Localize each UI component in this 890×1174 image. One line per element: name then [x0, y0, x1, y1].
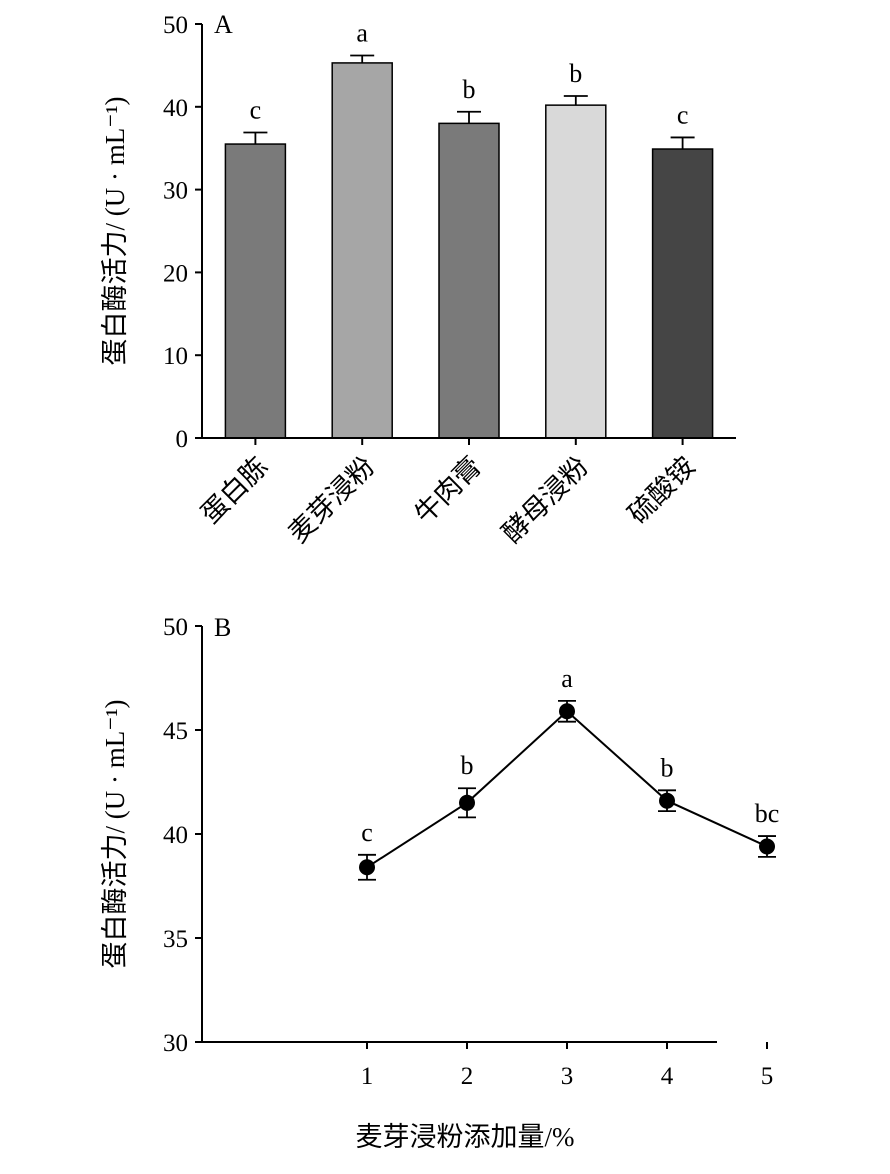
- chart-a-y-tick-label: 40: [163, 95, 188, 122]
- chart-a-category-label: 牛肉膏: [409, 451, 487, 529]
- chart-b-y-axis-label: 蛋白酶活力/ (U · mL⁻¹): [100, 699, 130, 968]
- chart-a: A c a b b c 0 10 20 30 40 50 蛋白胨 麦芽浸粉 牛肉膏 酵母浸粉 硫酸铵 蛋白…: [100, 10, 736, 549]
- chart-b-y-tick-label: 50: [163, 614, 188, 641]
- chart-a-x-ticks: 蛋白胨 麦芽浸粉 牛肉膏 酵母浸粉 硫酸铵: [195, 438, 701, 549]
- panel-label-b: B: [214, 613, 231, 642]
- chart-b-x-tick-label: 3: [561, 1063, 574, 1090]
- chart-b-significance-label: b: [661, 753, 674, 782]
- chart-a-significance-label: c: [250, 95, 262, 124]
- chart-a-y-tick-label: 20: [163, 260, 188, 287]
- chart-b-y-ticks: 30 35 40 45 50: [163, 614, 202, 1057]
- panel-label-a: A: [214, 10, 233, 39]
- chart-a-bar: [331, 62, 393, 439]
- chart-b-significance-label: a: [561, 664, 573, 693]
- chart-a-bar: [545, 104, 607, 439]
- chart-b-data-point: [759, 838, 775, 855]
- chart-b-x-axis-label: 麦芽浸粉添加量/%: [356, 1122, 575, 1152]
- chart-b-y-tick-label: 30: [163, 1030, 188, 1057]
- chart-b-y-tick-label: 40: [163, 822, 188, 849]
- chart-b-data-point: [559, 703, 575, 720]
- chart-b-x-tick-label: 4: [661, 1063, 674, 1090]
- chart-b-y-tick-label: 35: [163, 926, 188, 953]
- chart-a-bar: [224, 143, 287, 439]
- chart-b-data-point: [459, 794, 475, 811]
- chart-a-significance-label: c: [677, 100, 689, 129]
- chart-a-y-tick-label: 50: [163, 12, 188, 39]
- chart-b-x-tick-label: 2: [461, 1063, 474, 1090]
- chart-b-series-line: [366, 709, 768, 869]
- chart-b-x-tick-label: 1: [361, 1063, 374, 1090]
- chart-b-data-point: [659, 792, 675, 809]
- chart-a-y-tick-label: 30: [163, 178, 188, 205]
- chart-a-significance-label: a: [356, 18, 368, 47]
- chart-b-points: [359, 703, 775, 876]
- chart-b-significance-labels: c b a b bc: [361, 664, 779, 847]
- chart-b-significance-label: bc: [755, 799, 780, 828]
- chart-a-bar: [438, 122, 500, 439]
- chart-b-x-tick-label: 5: [761, 1063, 774, 1090]
- chart-a-y-tick-label: 10: [163, 343, 188, 370]
- chart-a-significance-label: b: [569, 59, 582, 88]
- chart-a-y-ticks: 0 10 20 30 40 50: [163, 12, 202, 453]
- chart-a-category-label: 麦芽浸粉: [283, 451, 381, 549]
- chart-b-y-tick-label: 45: [163, 718, 188, 745]
- chart-a-category-label: 酵母浸粉: [496, 451, 594, 549]
- chart-b-significance-label: c: [361, 818, 373, 847]
- chart-b-data-point: [359, 859, 375, 876]
- chart-b-x-ticks: 1 2 3 4 5: [361, 1042, 774, 1090]
- chart-a-bar: [651, 148, 714, 439]
- chart-a-y-axis-label: 蛋白酶活力/ (U · mL⁻¹): [100, 96, 130, 365]
- chart-a-category-label: 硫酸铵: [622, 451, 700, 529]
- chart-a-significance-label: b: [463, 75, 476, 104]
- chart-a-y-tick-label: 0: [176, 426, 189, 453]
- chart-a-significance-labels: c a b b c: [250, 18, 689, 129]
- chart-b-significance-label: b: [461, 751, 474, 780]
- chart-b-error-bars: [358, 699, 776, 881]
- chart-a-error-bars: [243, 54, 695, 150]
- chart-a-category-label: 蛋白胨: [195, 451, 273, 529]
